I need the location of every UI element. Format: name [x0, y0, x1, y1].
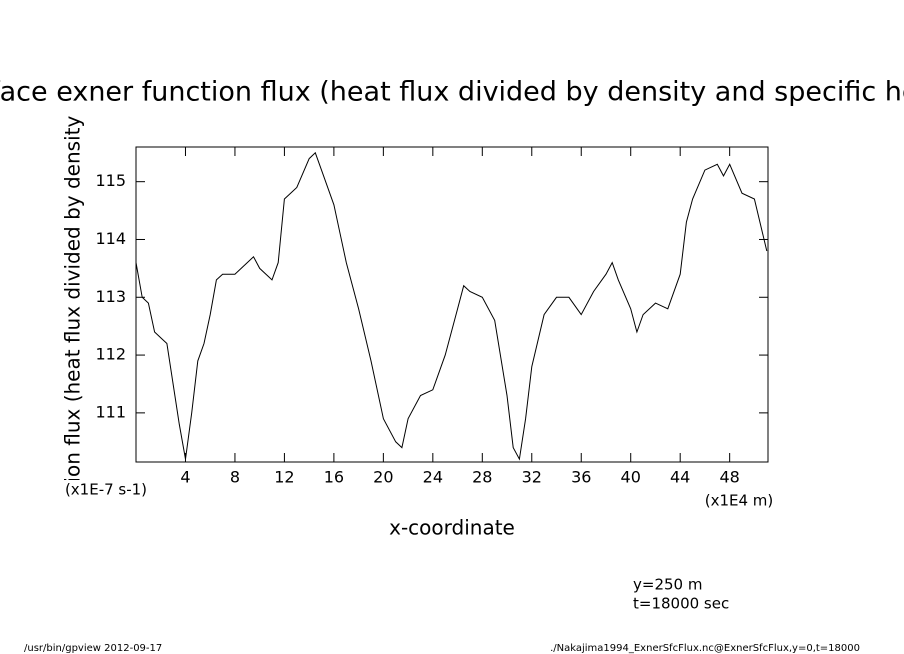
- chart-title: surface exner function flux (heat flux d…: [0, 77, 904, 108]
- x-tick-label: 24: [423, 468, 443, 487]
- x-tick-label: 40: [621, 468, 641, 487]
- y-unit: (x1E-7 s-1): [65, 481, 147, 499]
- y-tick-label: 112: [95, 345, 126, 364]
- x-tick-label: 4: [180, 468, 190, 487]
- footer-right: ./Nakajima1994_ExnerSfcFlux.nc@ExnerSfcF…: [550, 643, 860, 654]
- y-axis-label: surface exner function flux (heat flux d…: [61, 0, 85, 654]
- y-tick-label: 114: [95, 229, 126, 248]
- x-tick-label: 8: [230, 468, 240, 487]
- x-tick-label: 32: [522, 468, 542, 487]
- footer-left: /usr/bin/gpview 2012-09-17: [24, 643, 162, 654]
- y-tick-label: 113: [95, 287, 126, 306]
- y-tick-label: 115: [95, 171, 126, 190]
- y-tick-label: 111: [95, 402, 126, 421]
- x-tick-label: 20: [373, 468, 393, 487]
- x-tick-label: 48: [719, 468, 739, 487]
- x-tick-label: 12: [274, 468, 294, 487]
- x-unit: (x1E4 m): [705, 492, 774, 510]
- x-tick-label: 16: [324, 468, 344, 487]
- x-axis-label: x-coordinate: [389, 516, 515, 540]
- x-tick-label: 44: [670, 468, 690, 487]
- x-tick-label: 36: [571, 468, 591, 487]
- plot-frame: [135, 146, 769, 463]
- data-line: [135, 151, 768, 461]
- annotation: t=18000 sec: [633, 595, 729, 613]
- x-tick-label: 28: [472, 468, 492, 487]
- annotation: y=250 m: [633, 576, 702, 594]
